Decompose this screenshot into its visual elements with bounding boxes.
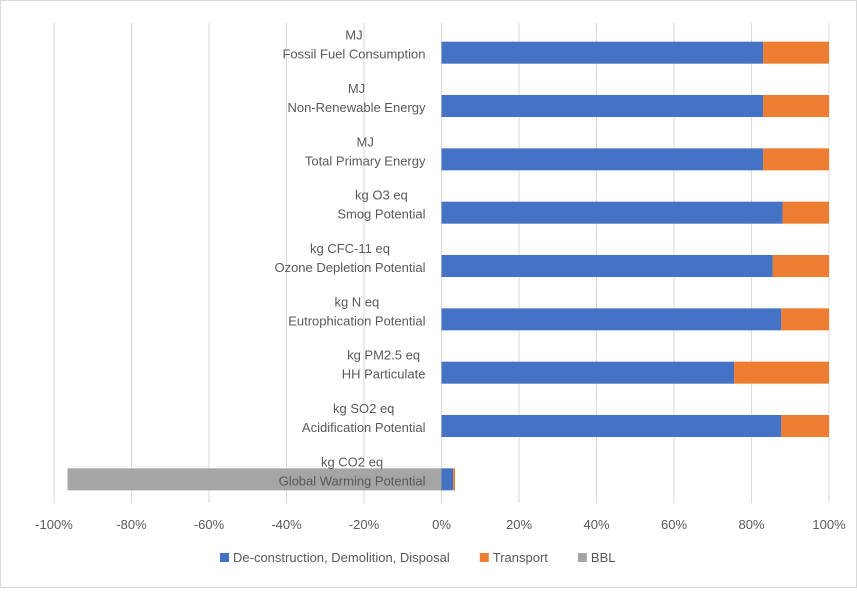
x-tick-label: 80% bbox=[738, 517, 764, 532]
x-tick-label: 0% bbox=[432, 517, 451, 532]
category-name-label: Fossil Fuel Consumption bbox=[282, 47, 425, 62]
legend-swatch bbox=[479, 553, 489, 562]
bar-segment bbox=[441, 255, 773, 277]
bar-segment bbox=[772, 255, 829, 277]
x-tick-label: -40% bbox=[271, 517, 302, 532]
category-unit-label: MJ bbox=[345, 28, 362, 43]
bar-segment bbox=[441, 148, 764, 171]
x-axis-ticks: -100% -80% -60% -40% -20% 0% 20% 40% 60% 80% 100% bbox=[35, 517, 846, 532]
category-unit-label: kg O3 eq bbox=[355, 188, 408, 203]
category-name-label: Acidification Potential bbox=[302, 420, 426, 435]
x-tick-label: -20% bbox=[349, 517, 380, 532]
category-name-label: Global Warming Potential bbox=[279, 473, 426, 488]
bar-segment bbox=[782, 201, 829, 224]
legend: De-construction, Demolition, Disposal Tra… bbox=[220, 550, 616, 565]
legend-swatch bbox=[577, 553, 587, 562]
bar-segment bbox=[441, 468, 454, 491]
bar-segment bbox=[441, 415, 782, 437]
category-name-label: Non-Renewable Energy bbox=[287, 100, 426, 115]
category-name-label: Total Primary Energy bbox=[305, 153, 426, 168]
x-tick-label: -80% bbox=[116, 517, 147, 532]
x-tick-label: 40% bbox=[583, 517, 609, 532]
x-tick-label: 100% bbox=[812, 517, 846, 532]
bar-segment bbox=[763, 148, 829, 171]
x-tick-label: -60% bbox=[194, 517, 225, 532]
category-name-label: Ozone Depletion Potential bbox=[274, 260, 425, 275]
category-unit-label: kg SO2 eq bbox=[333, 401, 394, 416]
bar-segment bbox=[763, 95, 829, 117]
category-unit-label: kg PM2.5 eq bbox=[347, 348, 420, 363]
category-labels: MJ Fossil Fuel Consumption MJ Non-Renewable… bbox=[274, 28, 426, 489]
bars bbox=[67, 41, 829, 491]
bar-segment bbox=[441, 361, 735, 384]
x-tick-label: 20% bbox=[506, 517, 532, 532]
bar-segment bbox=[67, 468, 442, 491]
bar-segment bbox=[781, 415, 829, 437]
legend-label: De-construction, Demolition, Disposal bbox=[233, 550, 450, 565]
bar-segment bbox=[453, 468, 456, 491]
bar-segment bbox=[734, 361, 829, 384]
category-name-label: Eutrophication Potential bbox=[288, 313, 425, 328]
category-name-label: Smog Potential bbox=[337, 207, 425, 222]
category-unit-label: kg CO2 eq bbox=[321, 454, 383, 469]
category-unit-label: kg CFC-11 eq bbox=[310, 241, 390, 256]
bar-segment bbox=[763, 41, 829, 64]
category-unit-label: MJ bbox=[348, 81, 365, 96]
bar-segment bbox=[781, 308, 829, 331]
bar-segment bbox=[441, 201, 783, 224]
legend-swatch bbox=[220, 553, 229, 562]
x-tick-label: -100% bbox=[35, 517, 73, 532]
legend-label: BBL bbox=[591, 550, 616, 565]
category-unit-label: kg N eq bbox=[334, 294, 379, 309]
bar-segment bbox=[441, 308, 782, 331]
bar-segment bbox=[441, 41, 764, 64]
category-unit-label: MJ bbox=[357, 134, 374, 149]
legend-label: Transport bbox=[493, 550, 549, 565]
x-tick-label: 60% bbox=[661, 517, 687, 532]
category-name-label: HH Particulate bbox=[342, 367, 426, 382]
bar-segment bbox=[441, 95, 764, 117]
